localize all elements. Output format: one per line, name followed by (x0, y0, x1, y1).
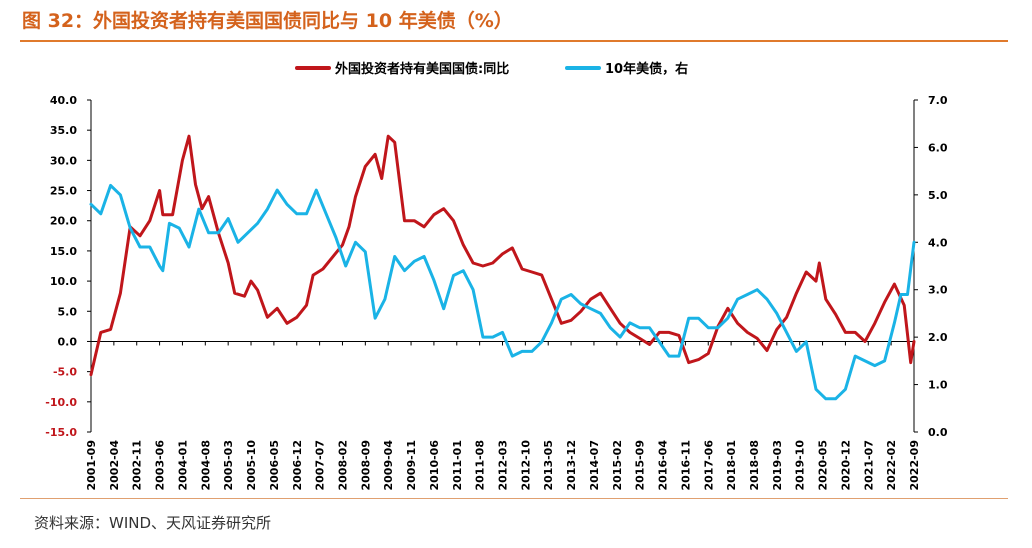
left-axis-tick-label: 10.0 (50, 275, 77, 288)
x-axis-tick-label: 2013-05 (542, 440, 555, 491)
chart-legend: 外国投资者持有美国国债:同比 10年美债，右 (295, 61, 688, 77)
x-axis-tick-label: 2022-02 (885, 440, 898, 491)
x-axis-tick-label: 2020-12 (839, 440, 852, 491)
x-axis-tick-label: 2009-04 (382, 440, 395, 491)
x-axis-tick-label: 2003-06 (154, 440, 167, 491)
x-axis-tick-label: 2007-07 (314, 440, 327, 491)
series-line-2 (89, 183, 916, 401)
x-axis-tick-label: 2015-02 (611, 440, 624, 491)
legend-label-2: 10年美债，右 (605, 61, 688, 77)
left-axis-tick-label: -15.0 (45, 426, 77, 439)
right-axis-tick-label: 6.0 (928, 141, 948, 154)
x-axis-tick-label: 2002-11 (131, 440, 144, 491)
right-axis-tick-label: 7.0 (928, 94, 948, 107)
right-axis-tick-label: 4.0 (928, 236, 948, 249)
right-axis-tick-label: 3.0 (928, 284, 948, 297)
x-axis-tick-label: 2011-08 (474, 440, 487, 491)
x-axis-tick-label: 2016-11 (679, 440, 692, 491)
left-axis-tick-label: 20.0 (50, 215, 77, 228)
x-axis-tick-label: 2002-04 (108, 440, 121, 491)
x-axis-tick-label: 2019-10 (794, 440, 807, 491)
x-axis-tick-label: 2020-05 (817, 440, 830, 491)
x-axis-tick-label: 2009-11 (405, 440, 418, 491)
x-axis-tick-label: 2015-09 (634, 440, 647, 491)
legend-label-1: 外国投资者持有美国国债:同比 (334, 61, 509, 77)
left-axis-tick-label: 15.0 (50, 245, 77, 258)
x-axis-tick-label: 2012-03 (497, 440, 510, 491)
right-axis-tick-label: 5.0 (928, 189, 948, 202)
series-line-1 (89, 134, 916, 377)
x-axis-tick-label: 2018-08 (748, 440, 761, 491)
x-axis-tick-label: 2004-08 (199, 440, 212, 491)
x-axis-tick-label: 2010-06 (428, 440, 441, 491)
left-axis-tick-label: 30.0 (50, 154, 77, 167)
left-axis-tick-label: 35.0 (50, 124, 77, 137)
x-axis-tick-label: 2019-03 (771, 440, 784, 491)
left-axis-tick-label: 40.0 (50, 94, 77, 107)
figure-title: 图 32：外国投资者持有美国国债同比与 10 年美债（%） (22, 10, 513, 32)
right-axis-tick-label: 1.0 (928, 379, 948, 392)
x-axis-tick-label: 2016-04 (657, 440, 670, 491)
x-axis-tick-label: 2013-12 (565, 440, 578, 491)
x-axis-tick-label: 2001-09 (85, 440, 98, 491)
x-axis-tick-label: 2014-07 (588, 440, 601, 491)
x-axis-tick-label: 2006-12 (291, 440, 304, 491)
left-axis-tick-label: 0.0 (58, 335, 78, 348)
chart-series (89, 134, 916, 401)
x-axis-tick-label: 2004-01 (176, 440, 189, 491)
x-axis-tick-label: 2018-01 (725, 440, 738, 491)
x-axis-tick-label: 2021-07 (862, 440, 875, 491)
source-note: 资料来源：WIND、天风证券研究所 (34, 514, 272, 532)
x-axis-tick-label: 2012-10 (519, 440, 532, 491)
right-axis-tick-label: 0.0 (928, 426, 948, 439)
x-axis-tick-label: 2005-10 (245, 440, 258, 491)
x-axis-tick-label: 2022-09 (908, 440, 921, 491)
right-axis-tick-label: 2.0 (928, 331, 948, 344)
x-axis-tick-label: 2017-06 (702, 440, 715, 491)
x-axis-tick-label: 2011-01 (451, 440, 464, 491)
x-axis-tick-label: 2005-03 (222, 440, 235, 491)
left-axis-tick-label: 25.0 (50, 185, 77, 198)
left-axis-tick-label: 5.0 (58, 305, 78, 318)
title-divider (20, 40, 1008, 42)
x-axis-tick-label: 2008-09 (359, 440, 372, 491)
left-axis-tick-label: -10.0 (45, 396, 77, 409)
chart-axes: -15.0 -10.0 -5.0 0.0 5.0 10.0 15.0 20.0 25.0 30.0… (45, 94, 948, 491)
x-axis-tick-label: 2008-02 (336, 440, 349, 491)
left-axis-tick-label: -5.0 (53, 366, 77, 379)
footer-divider (20, 498, 1008, 499)
x-axis-tick-label: 2006-05 (268, 440, 281, 491)
